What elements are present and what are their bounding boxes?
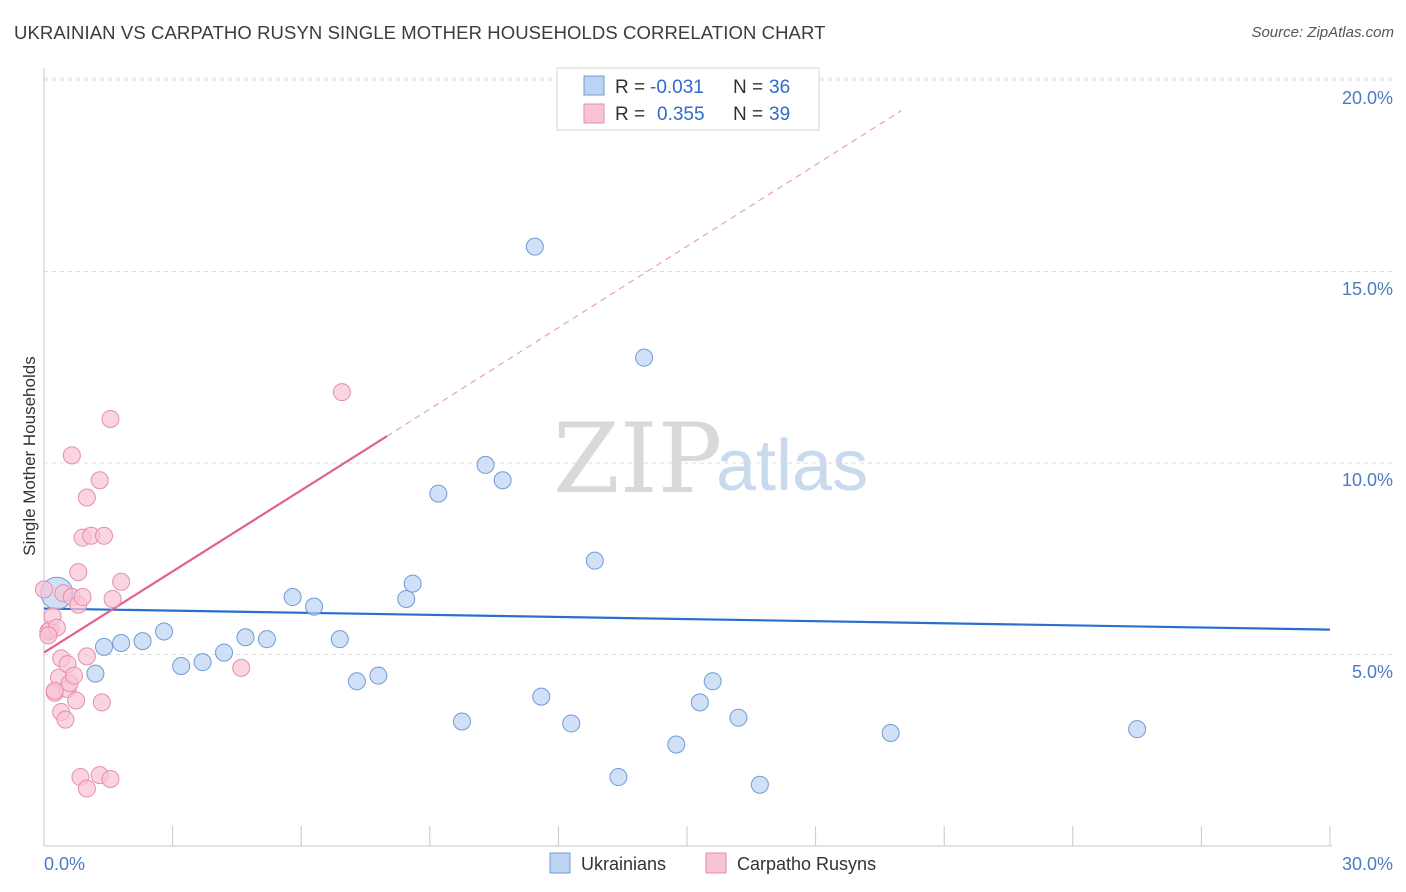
legend-swatch-blue — [583, 75, 605, 96]
point-ukrainians — [1128, 720, 1147, 739]
point-ukrainians — [305, 597, 324, 616]
point-carpatho-rusyns — [35, 580, 53, 599]
point-ukrainians — [86, 664, 105, 683]
point-ukrainians — [193, 653, 212, 672]
trend-lines — [43, 110, 1331, 654]
point-ukrainians — [493, 471, 512, 490]
legend-n-value-blue: 36 — [769, 77, 790, 98]
point-ukrainians — [476, 455, 495, 474]
point-carpatho-rusyns — [101, 769, 120, 788]
point-carpatho-rusyns — [77, 779, 96, 798]
series-legend: Ukrainians Carpatho Rusyns — [549, 852, 876, 874]
point-ukrainians — [112, 634, 131, 653]
point-carpatho-rusyns — [73, 588, 92, 607]
y-tick-label: 15.0% — [1342, 279, 1393, 299]
point-carpatho-rusyns — [67, 691, 86, 710]
point-carpatho-rusyns — [62, 446, 81, 465]
point-ukrainians — [330, 630, 349, 649]
point-ukrainians — [667, 735, 686, 754]
point-carpatho-rusyns — [95, 526, 114, 545]
point-ukrainians — [703, 672, 722, 691]
watermark: ZIP atlas — [553, 403, 868, 515]
point-carpatho-rusyns — [39, 626, 58, 645]
point-ukrainians — [609, 768, 628, 787]
point-carpatho-rusyns — [77, 647, 96, 666]
point-ukrainians — [347, 672, 366, 691]
legend-swatch-pink — [583, 103, 605, 124]
point-ukrainians — [133, 632, 152, 651]
point-ukrainians — [215, 643, 234, 662]
point-ukrainians — [585, 551, 604, 570]
point-carpatho-rusyns — [101, 409, 120, 428]
point-ukrainians — [690, 693, 709, 712]
point-ukrainians — [236, 628, 255, 647]
legend-n-value-pink: 39 — [769, 104, 790, 125]
source-label: Source: ZipAtlas.com — [1251, 24, 1394, 41]
legend-n-label: N = — [733, 77, 763, 98]
point-ukrainians — [562, 714, 581, 733]
point-ukrainians — [155, 622, 174, 641]
x-ticks — [43, 826, 1331, 846]
point-carpatho-rusyns — [45, 681, 64, 700]
point-ukrainians — [750, 775, 769, 794]
point-carpatho-rusyns — [65, 666, 84, 685]
point-carpatho-rusyns — [103, 589, 122, 608]
y-tick-label: 20.0% — [1342, 88, 1393, 108]
point-ukrainians — [525, 237, 544, 256]
x-tick-label-min: 0.0% — [44, 854, 85, 874]
y-tick-labels: 20.0% 15.0% 10.0% 5.0% — [1342, 88, 1393, 682]
point-ukrainians — [369, 666, 388, 685]
y-tick-label: 10.0% — [1342, 470, 1393, 490]
point-carpatho-rusyns — [112, 572, 131, 591]
point-ukrainians — [172, 656, 191, 675]
series-swatch-ukrainians — [549, 852, 571, 874]
series-label-carpatho-rusyns: Carpatho Rusyns — [737, 854, 876, 874]
trend-line-carpatho-rusyns-extension — [386, 110, 902, 437]
watermark-zip: ZIP — [553, 403, 722, 515]
point-carpatho-rusyns — [90, 471, 109, 490]
point-carpatho-rusyns — [77, 488, 96, 507]
chart-title: UKRAINIAN VS CARPATHO RUSYN SINGLE MOTHE… — [14, 22, 826, 43]
point-ukrainians — [881, 724, 900, 743]
series-label-ukrainians: Ukrainians — [581, 854, 666, 874]
point-ukrainians — [95, 637, 114, 656]
y-axis-label: Single Mother Households — [20, 356, 39, 555]
y-tick-label: 5.0% — [1352, 662, 1393, 682]
point-ukrainians — [257, 630, 276, 649]
trend-line-carpatho-rusyns — [43, 435, 388, 654]
point-ukrainians — [403, 574, 422, 593]
legend-r-label: R = — [615, 77, 645, 98]
point-ukrainians — [397, 589, 416, 608]
stats-legend: R = -0.031 N = 36 R = 0.355 N = 39 — [556, 67, 820, 131]
point-carpatho-rusyns — [56, 710, 75, 729]
point-carpatho-rusyns — [92, 693, 111, 712]
legend-n-label: N = — [733, 104, 763, 125]
point-ukrainians — [532, 687, 551, 706]
point-ukrainians — [729, 708, 748, 727]
x-tick-label-max: 30.0% — [1342, 854, 1393, 874]
axes — [43, 68, 1332, 847]
legend-r-value-pink: 0.355 — [657, 104, 705, 125]
point-ukrainians — [283, 588, 302, 607]
series-swatch-carpatho-rusyns — [705, 852, 727, 874]
trend-line-ukrainians — [43, 607, 1331, 631]
legend-r-value-blue: -0.031 — [650, 77, 704, 98]
point-carpatho-rusyns — [69, 563, 88, 582]
point-ukrainians — [635, 348, 654, 367]
legend-r-label: R = — [615, 104, 645, 125]
gridlines — [44, 77, 1392, 655]
point-carpatho-rusyns — [332, 383, 351, 402]
point-ukrainians — [429, 484, 448, 503]
point-carpatho-rusyns — [232, 658, 251, 677]
point-ukrainians — [452, 712, 471, 731]
watermark-atlas: atlas — [716, 426, 868, 506]
